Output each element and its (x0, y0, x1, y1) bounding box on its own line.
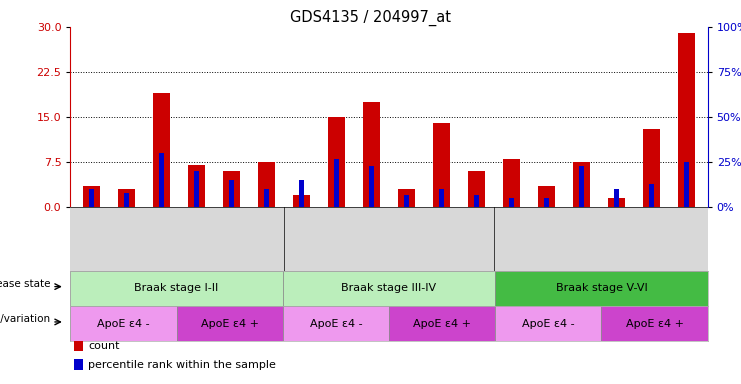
Bar (398, 189, 415, 207)
Bar (389, 306, 495, 341)
Text: ApoE ε4 -: ApoE ε4 - (522, 319, 575, 329)
Bar (70, 271, 283, 306)
Bar (293, 195, 310, 207)
Text: genotype/variation: genotype/variation (0, 314, 50, 324)
Text: count: count (88, 341, 119, 351)
Bar (258, 162, 275, 207)
Text: percentile rank within the sample: percentile rank within the sample (88, 359, 276, 369)
Text: ApoE ε4 -: ApoE ε4 - (97, 319, 150, 329)
Bar (334, 159, 339, 207)
Bar (74, 359, 83, 370)
Bar (495, 306, 602, 341)
Bar (74, 341, 83, 351)
Bar (153, 93, 170, 207)
Text: ApoE ε4 +: ApoE ε4 + (201, 319, 259, 329)
Bar (89, 189, 94, 207)
Bar (684, 162, 689, 207)
Bar (283, 306, 389, 341)
Bar (264, 189, 269, 207)
Text: Braak stage I-II: Braak stage I-II (134, 283, 219, 293)
Text: GDS4135 / 204997_at: GDS4135 / 204997_at (290, 10, 451, 26)
Bar (229, 180, 234, 207)
Bar (614, 189, 619, 207)
Text: ApoE ε4 +: ApoE ε4 + (413, 319, 471, 329)
Bar (194, 171, 199, 207)
Bar (643, 129, 660, 207)
Bar (187, 165, 205, 207)
Text: ApoE ε4 +: ApoE ε4 + (625, 319, 683, 329)
Bar (328, 117, 345, 207)
Bar (538, 186, 555, 207)
Bar (159, 153, 164, 207)
Bar (363, 102, 380, 207)
Text: disease state: disease state (0, 279, 50, 289)
Bar (404, 195, 409, 207)
Bar (468, 171, 485, 207)
Bar (124, 193, 129, 207)
Bar (439, 189, 444, 207)
Bar (474, 195, 479, 207)
Bar (495, 271, 708, 306)
Bar (433, 123, 451, 207)
Text: ApoE ε4 -: ApoE ε4 - (310, 319, 362, 329)
Bar (369, 166, 374, 207)
Bar (70, 306, 176, 341)
Bar (573, 162, 591, 207)
Bar (602, 306, 708, 341)
Bar (283, 271, 495, 306)
Bar (223, 171, 240, 207)
Bar (678, 33, 695, 207)
Bar (503, 159, 520, 207)
Bar (299, 180, 304, 207)
Bar (83, 186, 100, 207)
Bar (649, 184, 654, 207)
Bar (118, 189, 135, 207)
Bar (176, 306, 283, 341)
Bar (579, 166, 584, 207)
Text: Braak stage III-IV: Braak stage III-IV (342, 283, 436, 293)
Text: Braak stage V-VI: Braak stage V-VI (556, 283, 648, 293)
Bar (544, 198, 549, 207)
Bar (608, 198, 625, 207)
Bar (509, 198, 514, 207)
